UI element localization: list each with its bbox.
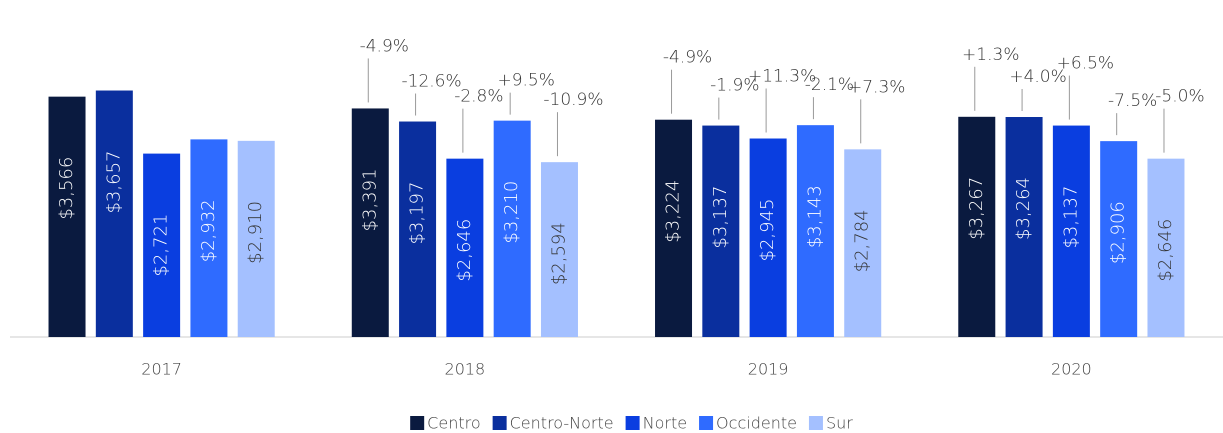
- change-label: +7.3%: [848, 77, 905, 97]
- change-label: -2.1%: [805, 75, 854, 95]
- value-label: $3,267: [966, 177, 987, 240]
- value-label: $3,210: [501, 181, 522, 244]
- bar: [493, 120, 531, 337]
- bar: [702, 125, 740, 338]
- legend-label: Sur: [826, 414, 853, 433]
- legend-label: Centro: [427, 414, 480, 433]
- value-label: $3,197: [407, 182, 428, 245]
- value-label: $2,646: [454, 219, 475, 282]
- value-label: $3,224: [663, 180, 684, 243]
- value-label: $2,945: [757, 199, 778, 262]
- bar: [1052, 125, 1090, 338]
- legend-swatch: [492, 416, 507, 430]
- value-label: $2,932: [198, 199, 219, 262]
- change-label: -5.0%: [1155, 87, 1204, 107]
- bar: [1147, 158, 1185, 337]
- bar: [95, 90, 133, 338]
- change-label: -4.9%: [663, 48, 712, 68]
- x-tick-label: 2019: [748, 360, 789, 379]
- change-label: +6.5%: [1057, 54, 1114, 74]
- value-label: $3,264: [1013, 177, 1034, 240]
- value-label: $3,137: [710, 186, 731, 249]
- change-label: -10.9%: [543, 90, 603, 110]
- value-label: $2,784: [852, 209, 873, 272]
- bar: [1100, 141, 1138, 337]
- change-label: -12.6%: [402, 72, 462, 92]
- change-label: -1.9%: [710, 76, 759, 96]
- change-label: +11.3%: [748, 67, 816, 87]
- value-label: $3,137: [1060, 186, 1081, 249]
- change-label: -2.8%: [454, 87, 503, 107]
- value-label: $2,721: [151, 214, 172, 277]
- legend-swatch: [699, 416, 714, 430]
- change-label: +4.0%: [1009, 67, 1066, 87]
- legend-label: Centro-Norte: [510, 414, 614, 433]
- bar: [796, 125, 834, 337]
- x-tick-label: 2020: [1051, 360, 1092, 379]
- legend-swatch: [808, 416, 823, 430]
- bar: [844, 149, 882, 337]
- legend: Centro Centro-Norte Norte Occidente Sur: [410, 414, 853, 433]
- value-label: $3,657: [103, 151, 124, 214]
- legend-label: Occidente: [716, 414, 797, 433]
- bar: [48, 96, 86, 337]
- bar: [351, 108, 389, 338]
- bar: [237, 140, 275, 337]
- value-label: $2,646: [1155, 219, 1176, 282]
- value-label: $3,566: [56, 157, 77, 220]
- change-label: +1.3%: [962, 45, 1019, 65]
- value-label: $3,143: [804, 185, 825, 248]
- bar: [749, 138, 787, 337]
- change-label: -7.5%: [1108, 91, 1157, 111]
- bar: [958, 116, 996, 337]
- bar: [399, 121, 437, 337]
- legend-label: Norte: [643, 414, 687, 433]
- bar: [540, 162, 578, 337]
- value-label: $3,391: [359, 168, 380, 231]
- bar: [143, 153, 181, 337]
- value-label: $2,910: [245, 201, 266, 264]
- legend-swatch: [410, 416, 425, 430]
- value-label: $2,906: [1108, 201, 1129, 264]
- legend-swatch: [625, 416, 640, 430]
- bar: [655, 119, 693, 338]
- bar: [190, 139, 228, 337]
- bar: [446, 158, 484, 337]
- change-label: -4.9%: [360, 36, 409, 56]
- x-tick-label: 2017: [141, 360, 182, 379]
- value-label: $2,594: [548, 222, 569, 285]
- bar: [1005, 117, 1043, 337]
- change-label: +9.5%: [497, 71, 554, 91]
- x-tick-label: 2018: [445, 360, 486, 379]
